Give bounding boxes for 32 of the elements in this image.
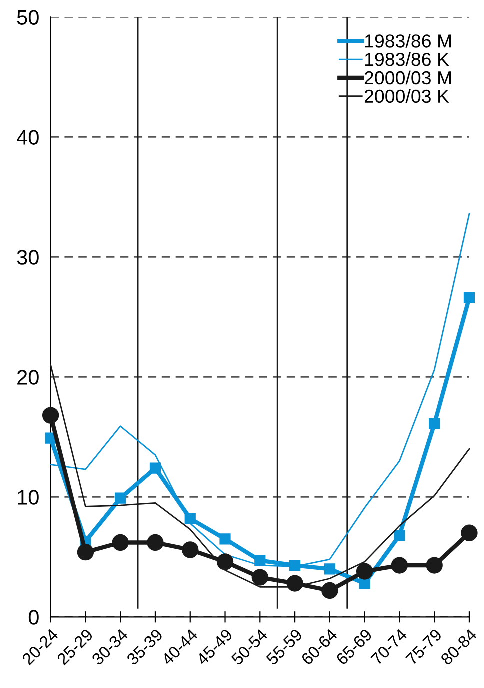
point	[182, 542, 199, 558]
point	[324, 564, 336, 575]
point	[147, 534, 164, 552]
point	[426, 557, 443, 574]
point	[322, 582, 338, 600]
point	[115, 492, 126, 504]
y-tick-label: 20	[18, 370, 39, 385]
point	[464, 292, 476, 304]
point	[394, 530, 406, 542]
point	[391, 557, 408, 574]
legend-label: 1983/86 M	[365, 34, 452, 48]
point	[429, 418, 440, 430]
y-tick-label: 30	[17, 250, 39, 265]
point	[77, 544, 94, 561]
point	[356, 563, 374, 580]
point	[150, 462, 162, 474]
legend-label: 2000/03 M	[364, 70, 452, 85]
point	[42, 407, 60, 424]
point	[461, 524, 478, 542]
point	[112, 534, 129, 552]
y-tick-label: 50	[17, 10, 39, 25]
point	[216, 554, 234, 570]
point	[220, 534, 231, 545]
legend-label: 2000/03 K	[364, 89, 450, 104]
point	[254, 555, 266, 566]
point	[286, 575, 304, 592]
y-tick-label: 40	[17, 130, 39, 145]
y-tick-label: 10	[18, 490, 39, 505]
legend-label: 1983/86 K	[365, 52, 450, 66]
y-tick-label: 0	[28, 610, 39, 625]
point	[252, 569, 268, 586]
point	[184, 513, 196, 524]
